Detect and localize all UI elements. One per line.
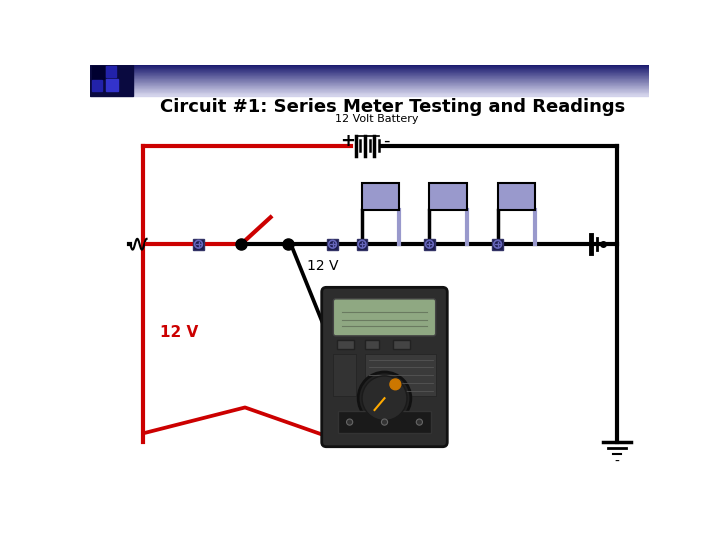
Circle shape — [358, 372, 411, 424]
Bar — [356, 239, 367, 249]
Bar — [106, 66, 117, 77]
Bar — [90, 65, 132, 96]
Circle shape — [390, 379, 401, 390]
Text: 12 V: 12 V — [160, 325, 198, 340]
Circle shape — [362, 376, 407, 421]
Bar — [106, 79, 118, 91]
Bar — [492, 239, 503, 249]
Text: 12 Volt Battery: 12 Volt Battery — [335, 114, 418, 124]
Bar — [498, 183, 535, 210]
FancyBboxPatch shape — [333, 299, 436, 336]
Circle shape — [416, 419, 423, 425]
Bar — [365, 354, 436, 396]
Bar — [91, 66, 104, 79]
Bar — [327, 239, 338, 249]
Bar — [333, 354, 356, 396]
Bar — [429, 183, 467, 210]
Bar — [193, 239, 204, 249]
FancyBboxPatch shape — [322, 287, 447, 447]
Bar — [338, 411, 431, 433]
Bar — [362, 183, 399, 210]
Circle shape — [346, 419, 353, 425]
Circle shape — [382, 419, 387, 425]
Text: Circuit #1: Series Meter Testing and Readings: Circuit #1: Series Meter Testing and Rea… — [160, 98, 625, 116]
Bar — [365, 340, 379, 349]
Bar — [337, 340, 354, 349]
Bar — [91, 80, 102, 91]
Text: -: - — [384, 132, 390, 150]
Bar — [424, 239, 435, 249]
Bar — [393, 340, 410, 349]
Text: -: - — [615, 455, 619, 469]
Text: +: + — [341, 132, 356, 150]
Text: 12 V: 12 V — [307, 259, 338, 273]
